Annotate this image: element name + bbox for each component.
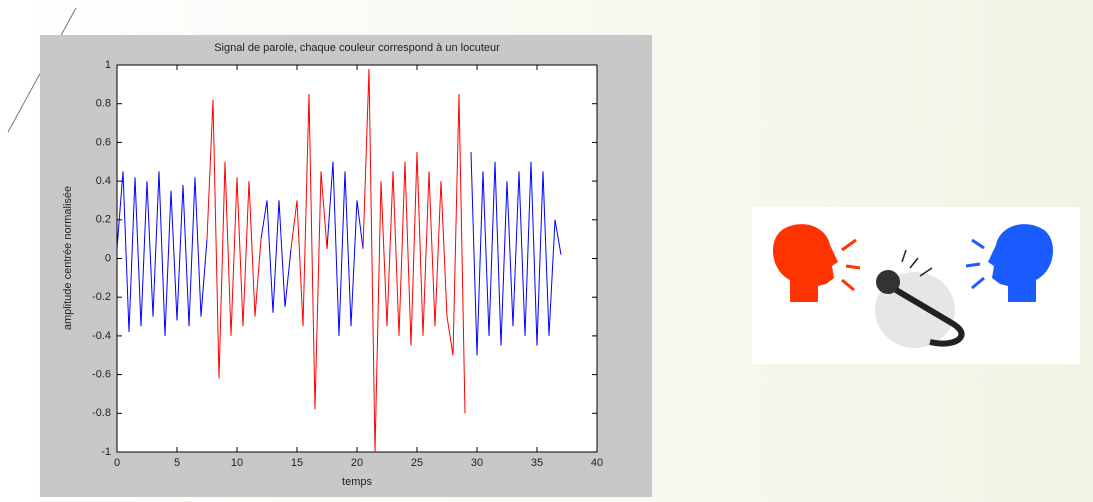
y-tick-label: -0.6: [92, 369, 111, 381]
y-tick-label: -0.2: [92, 291, 111, 303]
y-tick-label: -0.8: [92, 407, 111, 419]
x-tick-label: 5: [174, 457, 180, 469]
mic-body: [894, 287, 965, 347]
blue-head: [988, 224, 1054, 302]
x-tick-label: 20: [351, 457, 363, 469]
y-tick-label: -1: [101, 446, 111, 458]
x-tick-label: 10: [231, 457, 243, 469]
plot-area: [116, 64, 598, 453]
y-tick-label: 1: [105, 59, 111, 71]
mic-head: [876, 270, 900, 294]
x-tick-label: 15: [291, 457, 303, 469]
blue-sound: [965, 238, 985, 290]
mic-lines: [901, 249, 933, 277]
chart-title: Signal de parole, chaque couleur corresp…: [214, 42, 500, 54]
y-axis-label: amplitude centrée normalisée: [62, 186, 74, 330]
y-tick-label: 0.4: [96, 175, 111, 187]
x-tick-label: 30: [471, 457, 483, 469]
series-line: [206, 68, 466, 453]
red-head: [772, 224, 838, 302]
illustration: [752, 207, 1080, 364]
series-line: [116, 152, 562, 356]
y-tick-label: 0: [105, 252, 111, 264]
y-tick-label: -0.4: [92, 330, 111, 342]
y-tick-label: 0.8: [96, 98, 111, 110]
red-sound: [841, 238, 861, 292]
y-tick-label: 0.6: [96, 136, 111, 148]
x-tick-label: 0: [114, 457, 120, 469]
x-tick-label: 40: [591, 457, 603, 469]
x-tick-label: 35: [531, 457, 543, 469]
y-tick-label: 0.2: [96, 214, 111, 226]
plot: -1-0.8-0.6-0.4-0.200.20.40.60.810 5 10 15 20…: [92, 59, 603, 469]
x-axis-label: temps: [342, 476, 372, 488]
x-tick-label: 25: [411, 457, 423, 469]
